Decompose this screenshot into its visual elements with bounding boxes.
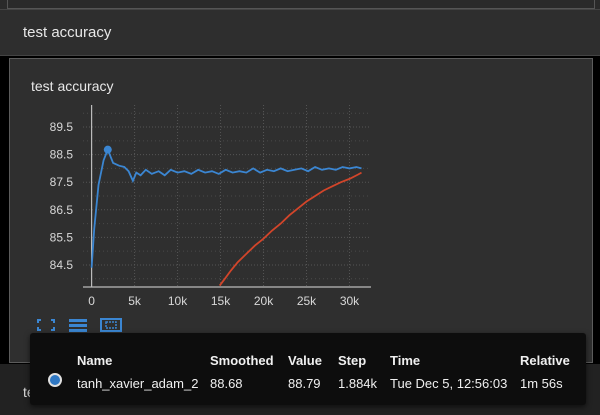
run-name: tanh_xavier_adam_2 [77, 376, 199, 391]
header-name: Name [77, 353, 113, 368]
header-step: Step [338, 353, 367, 368]
x-tick-label: 0 [88, 294, 95, 308]
y-tick-label: 86.5 [50, 203, 74, 217]
header-value: Value [288, 353, 322, 368]
header-smoothed: Smoothed [210, 353, 274, 368]
header-relative: Relative [520, 353, 570, 368]
series-color-dot [48, 373, 62, 387]
smoothed-value: 88.68 [210, 376, 243, 391]
highlight-point [103, 145, 112, 154]
fit-to-data-icon[interactable] [100, 318, 122, 332]
section-header[interactable]: test accuracy [0, 9, 600, 56]
section-title: test accuracy [23, 24, 112, 41]
y-tick-label: 84.5 [50, 258, 74, 272]
relative-value: 1m 56s [520, 376, 563, 391]
header-time: Time [390, 353, 421, 368]
chart-title: test accuracy [31, 78, 114, 94]
step-value: 1.884k [338, 376, 378, 391]
x-tick-label: 25k [297, 294, 317, 308]
y-tick-label: 88.5 [50, 148, 74, 162]
raw-value: 88.79 [288, 376, 321, 391]
fit-domain-icon[interactable] [36, 318, 56, 332]
x-tick-label: 10k [168, 294, 188, 308]
data-tooltip: Name Smoothed Value Step Time Relative t… [30, 333, 586, 405]
chart-card: test accuracy [9, 58, 593, 363]
series-line-tanh_xavier_adam_2 [90, 147, 362, 268]
toggle-log-scale-icon[interactable] [68, 318, 88, 332]
y-tick-label: 89.5 [50, 120, 74, 134]
y-tick-label: 85.5 [50, 230, 74, 244]
top-panel-edge [7, 0, 595, 9]
series-line-secondary [218, 171, 362, 287]
x-tick-label: 20k [254, 294, 274, 308]
time-value: Tue Dec 5, 12:56:03 [390, 376, 508, 391]
y-tick-label: 87.5 [50, 175, 74, 189]
x-tick-label: 15k [211, 294, 231, 308]
x-tick-label: 30k [340, 294, 360, 308]
x-tick-label: 5k [128, 294, 142, 308]
top-panel-strip [0, 0, 600, 9]
chart-toolbar [36, 318, 122, 334]
